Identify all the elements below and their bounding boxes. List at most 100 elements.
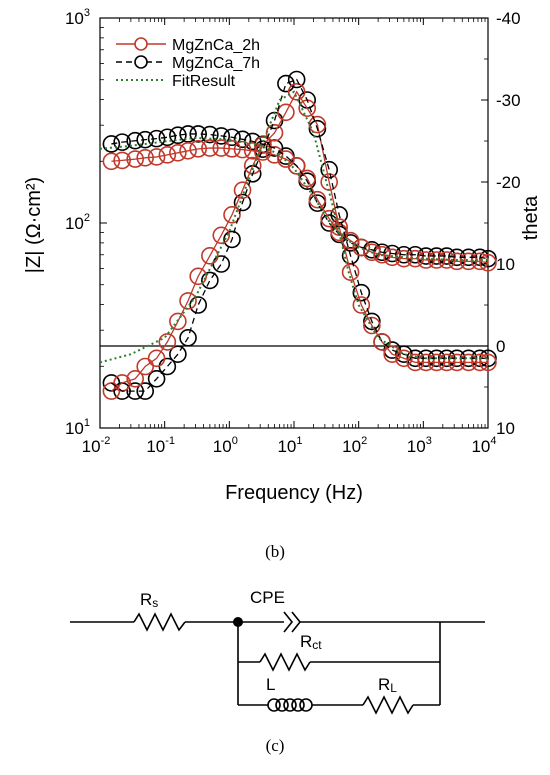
legend-marker-MgZnCa_2h <box>134 37 148 51</box>
marker-MgZnCa_2h-phase <box>383 345 401 364</box>
equivalent-circuit <box>70 611 485 715</box>
marker-MgZnCa_7h-phase <box>308 119 327 138</box>
marker-MgZnCa_7h-phase <box>147 369 166 388</box>
x-tick-base: 10 <box>277 437 296 456</box>
y-tick-exponent: 2 <box>84 212 90 224</box>
marker-MgZnCa_7h-magnitude <box>479 249 497 268</box>
marker-MgZnCa_7h-magnitude <box>383 244 401 263</box>
marker-MgZnCa_2h-phase <box>287 83 306 101</box>
marker-MgZnCa_7h-magnitude <box>212 127 231 145</box>
marker-MgZnCa_7h-magnitude <box>158 128 177 147</box>
marker-MgZnCa_7h-magnitude <box>223 128 241 147</box>
marker-MgZnCa_2h-magnitude <box>479 253 497 272</box>
x-tick-base: 10 <box>213 437 232 456</box>
marker-MgZnCa_7h-phase <box>287 70 306 89</box>
y-tick-base: 10 <box>65 419 84 438</box>
legend-label-MgZnCa_2h: MgZnCa_2h <box>172 37 260 54</box>
marker-MgZnCa_2h-phase <box>363 316 381 335</box>
x-tick-exponent: -1 <box>165 435 175 447</box>
y-right-tick-label: 10 <box>496 255 515 274</box>
line-MgZnCa_2h-phase <box>110 90 488 392</box>
x-tick-base: 10 <box>342 437 361 456</box>
x-tick-label: 10-2 <box>82 435 111 456</box>
marker-MgZnCa_2h-magnitude <box>169 144 187 162</box>
label-l: L <box>266 675 275 694</box>
series-layer <box>99 70 497 400</box>
y-tick-exponent: 1 <box>84 417 90 429</box>
x-tick-base: 10 <box>146 437 165 456</box>
marker-MgZnCa_2h-phase <box>308 115 327 134</box>
marker-MgZnCa_2h-magnitude <box>265 146 284 164</box>
marker-MgZnCa_7h-phase <box>136 382 155 400</box>
marker-MgZnCa_7h-magnitude <box>113 133 131 151</box>
x-tick-label: 102 <box>342 435 367 456</box>
x-tick-base: 10 <box>471 437 490 456</box>
marker-MgZnCa_2h-magnitude <box>287 157 306 175</box>
line-MgZnCa_7h-phase <box>110 78 488 392</box>
label-cpe: CPE <box>250 588 285 607</box>
marker-MgZnCa_7h-phase <box>352 283 371 302</box>
marker-MgZnCa_2h-phase <box>158 333 177 351</box>
marker-MgZnCa_2h-phase <box>126 369 144 388</box>
resistor-rs <box>133 612 186 632</box>
marker-MgZnCa_2h-phase <box>212 226 231 245</box>
marker-MgZnCa_2h-magnitude <box>373 245 391 264</box>
line-MgZnCa_7h-magnitude <box>111 133 489 260</box>
x-tick-exponent: 4 <box>490 435 496 447</box>
marker-MgZnCa_7h-phase <box>212 255 231 273</box>
marker-MgZnCa_7h-magnitude <box>136 130 155 149</box>
marker-MgZnCa_7h-magnitude <box>406 245 425 264</box>
y-right-tick-label: -30 <box>496 91 521 110</box>
x-tick-exponent: 1 <box>296 435 302 447</box>
resistor-rct <box>259 652 311 672</box>
marker-MgZnCa_2h-phase <box>265 124 284 142</box>
marker-MgZnCa_7h-phase <box>320 160 338 179</box>
y-tick-base: 10 <box>65 214 84 233</box>
x-tick-exponent: 3 <box>426 435 432 447</box>
line-FitResult-phase <box>99 90 488 364</box>
marker-MgZnCa_2h-magnitude <box>113 151 131 170</box>
x-tick-exponent: -2 <box>101 435 111 447</box>
marker-MgZnCa_7h-phase <box>169 345 187 364</box>
y-right-tick-label: 10 <box>496 419 515 438</box>
marker-MgZnCa_2h-phase <box>147 349 166 368</box>
x-tick-label: 103 <box>407 435 432 456</box>
marker-MgZnCa_7h-magnitude <box>169 126 187 145</box>
marker-MgZnCa_2h-phase <box>169 312 187 331</box>
marker-MgZnCa_2h-phase <box>223 206 241 224</box>
legend-label-FitResult: FitResult <box>172 73 236 90</box>
x-tick-label: 100 <box>213 435 238 456</box>
y-right-tick-label: 0 <box>496 337 505 356</box>
marker-MgZnCa_7h-magnitude <box>126 131 144 150</box>
label-rs: Rs <box>140 590 158 610</box>
marker-MgZnCa_7h-phase <box>363 312 381 331</box>
marker-MgZnCa_7h-phase <box>233 193 252 212</box>
marker-MgZnCa_2h-phase <box>136 357 155 376</box>
marker-MgZnCa_2h-phase <box>395 349 413 368</box>
marker-MgZnCa_2h-magnitude <box>179 142 197 160</box>
marker-MgZnCa_2h-phase <box>179 292 197 310</box>
marker-MgZnCa_2h-magnitude <box>352 238 371 257</box>
x-axis-label: Frequency (Hz) <box>225 482 363 504</box>
y-tick-base: 10 <box>65 9 84 28</box>
marker-MgZnCa_2h-magnitude <box>126 150 144 168</box>
label-rct: Rct <box>300 632 322 652</box>
marker-MgZnCa_2h-magnitude <box>383 248 401 267</box>
marker-MgZnCa_7h-magnitude <box>102 135 121 153</box>
y-left-axis-label: |Z| (Ω·cm²) <box>23 177 45 273</box>
line-MgZnCa_2h-magnitude <box>111 147 489 264</box>
line-FitResult-magnitude <box>99 136 488 261</box>
marker-MgZnCa_2h-magnitude <box>308 190 327 209</box>
marker-MgZnCa_7h-phase <box>179 328 197 347</box>
marker-MgZnCa_7h-magnitude <box>437 247 456 265</box>
y-left-tick-label: 103 <box>65 7 90 28</box>
cpe-element-1 <box>283 611 294 633</box>
y-right-axis-label: theta <box>520 195 542 240</box>
cpe-element-2 <box>291 611 302 633</box>
marker-MgZnCa_7h-phase <box>277 74 295 93</box>
panel-label-c: (c) <box>266 736 285 755</box>
panel-label-b: (b) <box>265 542 285 561</box>
